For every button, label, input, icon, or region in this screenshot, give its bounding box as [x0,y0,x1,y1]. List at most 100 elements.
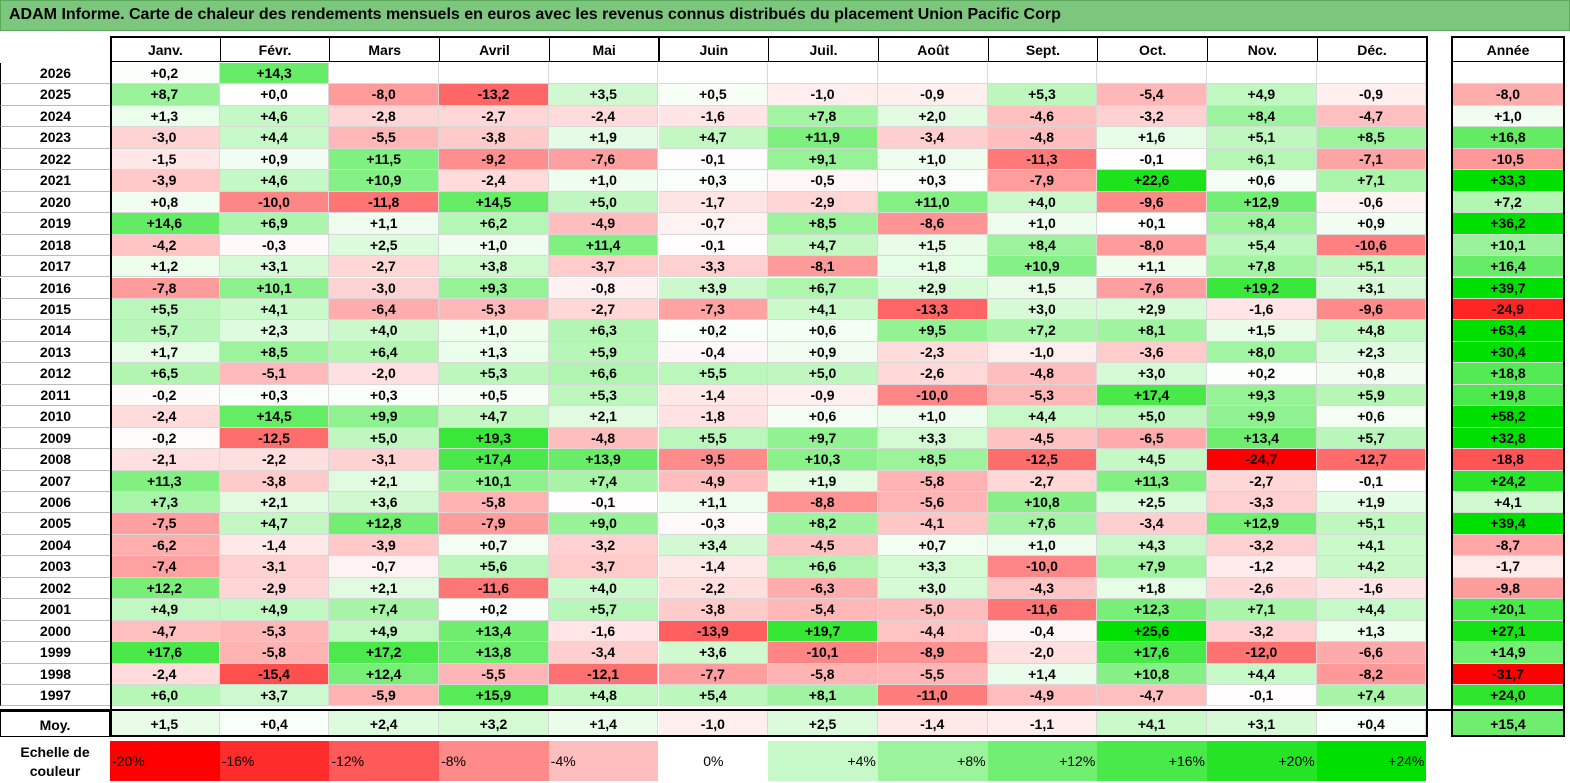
heatmap-cell: +12,9 [1207,513,1317,535]
annual-cell: +19,8 [1451,384,1565,407]
heatmap-cell: -4,8 [987,127,1098,149]
year-label: 2022 [0,148,110,171]
heatmap-cell: -5,3 [987,384,1098,407]
heatmap-cell: -2,4 [110,406,220,428]
heatmap-cell: -12,7 [1316,449,1427,471]
heatmap-cell: +0,9 [219,148,330,171]
heatmap-cell: +0,3 [329,384,440,407]
year-label: 2019 [0,213,110,235]
heatmap-cell: +8,5 [768,213,878,235]
heatmap-cell: -0,5 [768,170,878,192]
heatmap-cell: +0,2 [658,320,769,342]
month-header: Déc. [1316,36,1428,62]
heatmap-cell: +17,4 [439,449,549,471]
color-scale-swatch: -12% [329,741,440,781]
heatmap-cell: -10,1 [768,642,878,664]
heatmap-cell [1097,63,1207,85]
color-scale-swatch: +16% [1097,741,1207,781]
heatmap-cell: +19,3 [439,427,549,450]
heatmap-cell: +2,5 [329,234,440,257]
heatmap-cell [658,63,769,85]
heatmap-cell: -13,2 [439,84,549,106]
heatmap-cell: +1,1 [658,492,769,514]
heatmap-cell: -12,0 [1207,642,1317,664]
heatmap-cell: +0,6 [768,320,878,342]
year-label: 2025 [0,84,110,106]
heatmap-cell: -12,1 [548,663,659,686]
annual-cell: +4,1 [1451,492,1565,514]
heatmap-cell: +4,8 [548,685,659,707]
heatmap-cell: +1,1 [329,213,440,235]
year-label: 2003 [0,556,110,578]
year-col-header: Année [1451,36,1565,62]
heatmap-cell: +8,4 [987,234,1098,257]
heatmap-cell: -12,5 [219,427,330,450]
heatmap-cell: -9,2 [439,148,549,171]
heatmap-cell: +5,3 [548,384,659,407]
heatmap-cell: -3,8 [658,599,769,621]
heatmap-cell: +9,3 [1207,384,1317,407]
month-header: Avril [439,36,550,62]
year-label: 1997 [0,685,110,707]
heatmap-cell: +0,7 [439,534,549,557]
heatmap-cell: +5,9 [548,341,659,364]
heatmap-cell: +4,5 [1097,449,1207,471]
heatmap-cell: +7,2 [987,320,1098,342]
average-label: Moy. [0,710,110,737]
heatmap-cell: -2,2 [658,577,769,600]
legend-title-line2: couleur [29,763,81,779]
heatmap-cell: +4,9 [329,620,440,643]
title-bar: ADAM Informe. Carte de chaleur des rende… [0,0,1570,31]
legend-title: Echelle de couleur [0,743,110,781]
heatmap-cell: -7,8 [110,277,220,299]
heatmap-cell: -10,0 [219,191,330,214]
annual-cell: +24,0 [1451,685,1565,707]
heatmap-cell: -3,8 [439,127,549,149]
heatmap-cell: +7,6 [987,513,1098,535]
heatmap-cell: -8,6 [877,213,988,235]
annual-cell: +14,9 [1451,642,1565,664]
heatmap-cell: +8,2 [768,513,878,535]
heatmap-cell: +11,3 [110,470,220,492]
heatmap-cell: +1,5 [987,277,1098,299]
average-annual-cell: +15,4 [1451,710,1565,737]
annual-cell: -8,7 [1451,534,1565,557]
heatmap-cell [1316,63,1427,85]
month-header: Mai [548,36,660,62]
heatmap-cell: -1,6 [1316,577,1427,600]
annual-cell: -18,8 [1451,449,1565,471]
heatmap-cell: +2,3 [1316,341,1427,364]
heatmap-cell: -9,6 [1316,298,1427,321]
heatmap-cell: -7,6 [1097,277,1207,299]
heatmap-cell: -3,7 [548,556,659,578]
month-header: Août [877,36,989,62]
heatmap-cell: +0,2 [439,599,549,621]
heatmap-cell: +5,3 [439,363,549,385]
heatmap-cell: +4,4 [1207,663,1317,686]
heatmap-cell: +2,1 [219,492,330,514]
heatmap-cell: +7,4 [329,599,440,621]
heatmap-cell: +0,2 [110,63,220,85]
heatmap-cell: +11,9 [768,127,878,149]
heatmap-cell: +4,8 [1316,320,1427,342]
heatmap-cell: -9,5 [658,449,769,471]
heatmap-cell: +14,6 [110,213,220,235]
color-scale-swatch: +24% [1316,741,1427,781]
heatmap-cell: +1,0 [877,148,988,171]
heatmap-cell: -2,7 [987,470,1098,492]
heatmap-cell: -4,9 [548,213,659,235]
heatmap-cell: +8,1 [768,685,878,707]
year-label: 2023 [0,127,110,149]
heatmap-cell: +5,4 [1207,234,1317,257]
heatmap-cell: -3,9 [329,534,440,557]
year-label: 2012 [0,363,110,385]
heatmap-cell: +7,9 [1097,556,1207,578]
heatmap-cell: -3,0 [329,277,440,299]
heatmap-cell [548,63,659,85]
heatmap-cell: -5,3 [439,298,549,321]
heatmap-cell: +12,4 [329,663,440,686]
heatmap-cell: -4,2 [110,234,220,257]
heatmap-cell: +9,9 [329,406,440,428]
heatmap-cell: -2,0 [329,363,440,385]
heatmap-cell: -3,2 [1097,105,1207,128]
